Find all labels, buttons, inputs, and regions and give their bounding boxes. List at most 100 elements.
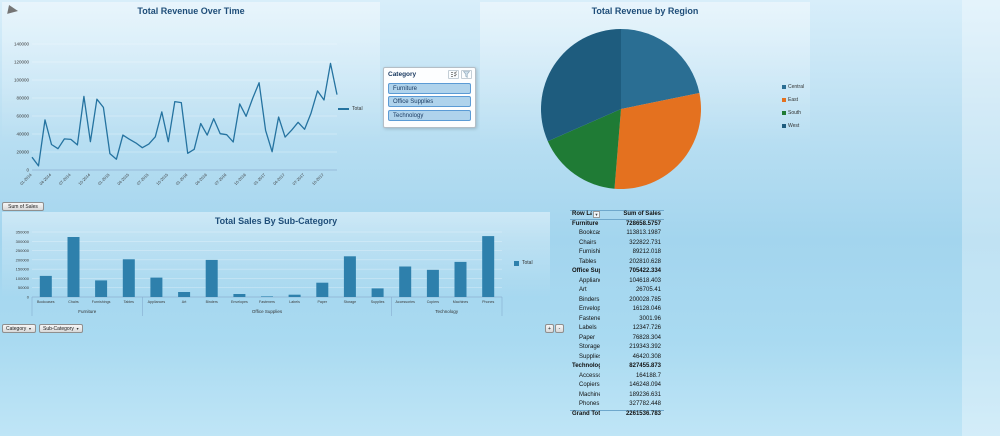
pivot-row[interactable]: Furniture 728658.5757 [570,220,664,230]
pivot-row-labels-header[interactable]: Row Labels ▼ [570,210,600,220]
pivot-row-label[interactable]: Grand Total [572,411,600,417]
pivot-row-value[interactable]: 327782.448 [629,401,661,407]
pivot-row-label[interactable]: Appliances [579,277,600,284]
subcategory-field-button[interactable]: Sub-Category ▼ [39,324,84,333]
bar-phones [482,236,495,297]
pivot-row[interactable]: Chairs 322822.731 [570,239,664,249]
pivot-row-label[interactable]: Paper [579,334,596,341]
pie-slice-east [614,93,702,189]
pivot-row-label[interactable]: Furniture [572,220,599,227]
clear-filter-icon[interactable] [461,70,472,79]
pivot-table: Row Labels ▼ Sum of Sales Furniture 7286… [570,210,664,419]
pivot-row[interactable]: Accessories 164188.7 [570,372,664,382]
svg-text:40000: 40000 [16,132,29,137]
collapse-field-button[interactable]: - [555,324,564,333]
pivot-row-label[interactable]: Envelopes [579,306,600,312]
pivot-row-value[interactable]: 164188.7 [635,372,661,379]
pivot-row[interactable]: Art 26705.41 [570,286,664,296]
pivot-row[interactable]: Technology 827455.873 [570,362,664,372]
pivot-row-value[interactable]: 705422.334 [629,268,661,274]
bar-storage [343,256,356,297]
category-field-button[interactable]: Category ▼ [2,324,36,333]
pivot-row-value[interactable]: 202810.628 [629,258,661,265]
pivot-row[interactable]: Envelopes 16128.046 [570,305,664,315]
legend-square-marker [514,260,519,266]
pivot-row[interactable]: Labels 12347.726 [570,324,664,334]
pivot-row[interactable]: Appliances 104618.403 [570,277,664,287]
pivot-row[interactable]: Supplies 46420.308 [570,353,664,363]
pivot-row-label[interactable]: Technology [572,363,600,369]
pie-chart[interactable]: Total Revenue by Region Central East Sou… [480,2,810,206]
pivot-row[interactable]: Paper 76828.304 [570,334,664,344]
pivot-row-label[interactable]: Office Supplies [572,268,600,274]
pivot-row-label[interactable]: Fasteners [579,315,600,322]
slicer-item[interactable]: Office Supplies [388,96,471,107]
bar-appliances [150,277,163,297]
total-line-series [31,62,338,167]
pivot-row-label[interactable]: Machines [579,391,600,398]
pivot-row[interactable]: Machines 189236.631 [570,391,664,401]
pivot-row-label[interactable]: Bookcases [579,230,600,236]
bar-supplies [371,288,384,297]
pivot-row-value[interactable]: 827455.873 [629,363,661,369]
pivot-row-value[interactable]: 219343.392 [629,344,661,350]
pivot-row-value[interactable]: 3001.96 [639,315,661,322]
pivot-row-value[interactable]: 16128.046 [632,306,661,312]
slicer-item[interactable]: Furniture [388,82,471,94]
svg-text:01-2015: 01-2015 [97,172,111,186]
pivot-row-value[interactable]: 76828.304 [632,334,661,341]
bar-art [178,292,191,297]
svg-text:07-2016: 07-2016 [213,172,227,186]
pivot-row-value[interactable]: 728658.5757 [625,220,661,227]
slicer-header: Category [384,68,475,80]
pivot-row-label[interactable]: Supplies [579,353,600,360]
pivot-row-label[interactable]: Copiers [579,382,600,388]
legend-label: Total [522,260,533,266]
bar-labels [288,294,301,297]
pivot-row-value[interactable]: 322822.731 [629,239,661,246]
pivot-row-value[interactable]: 200028.785 [629,296,661,303]
multi-select-icon[interactable] [448,70,459,79]
expand-field-button[interactable]: + [545,324,554,333]
slicer-item[interactable]: Technology [388,109,471,121]
pivot-row-label[interactable]: Binders [579,296,600,303]
pivot-row-value[interactable]: 26705.41 [635,287,661,293]
pivot-row[interactable]: Fasteners 3001.96 [570,315,664,325]
pivot-row-value[interactable]: 46420.308 [632,353,661,360]
pivot-row-label[interactable]: Art [579,287,587,293]
filter-dropdown-icon[interactable]: ▼ [593,211,600,219]
svg-text:Storage: Storage [344,300,357,304]
pivot-row-value[interactable]: 2261536.783 [625,411,661,417]
pivot-row-value[interactable]: 104618.403 [629,277,661,284]
pivot-row[interactable]: Copiers 146248.094 [570,381,664,391]
pivot-row-value[interactable]: 146248.094 [629,382,661,388]
pivot-row[interactable]: Phones 327782.448 [570,400,664,410]
pivot-row[interactable]: Binders 200028.785 [570,296,664,306]
bar-tables [122,259,135,297]
sum-of-sales-field-button[interactable]: Sum of Sales [2,202,44,211]
pivot-row[interactable]: Storage 219343.392 [570,343,664,353]
pivot-row[interactable]: Bookcases 113813.1987 [570,229,664,239]
pivot-row-value[interactable]: 189236.631 [629,391,661,398]
line-chart[interactable]: Total Revenue Over Time 0 20000 40000 60000… [2,2,380,202]
bar-chart[interactable]: Total Sales By Sub-Category 0 50000 100000… [2,212,550,334]
pivot-row-label[interactable]: Labels [579,325,597,331]
pivot-row-label[interactable]: Furnishings [579,249,600,255]
pivot-row-value[interactable]: 113813.1987 [626,230,661,236]
pivot-row[interactable]: Furnishings 89212.018 [570,248,664,258]
pivot-row-label[interactable]: Phones [579,401,600,407]
pivot-row[interactable]: Grand Total 2261536.783 [570,409,664,420]
pivot-row-value[interactable]: 12347.726 [632,325,661,331]
pivot-row-label[interactable]: Tables [579,258,597,265]
pivot-row[interactable]: Tables 202810.628 [570,258,664,268]
svg-text:04-2015: 04-2015 [116,172,130,186]
pivot-row-label[interactable]: Chairs [579,239,597,246]
pie-chart-title: Total Revenue by Region [591,6,699,16]
pivot-row-label[interactable]: Accessories [579,372,600,379]
pivot-row-label[interactable]: Storage [579,344,600,350]
pivot-row[interactable]: Office Supplies 705422.334 [570,267,664,277]
svg-text:Tables: Tables [124,300,135,304]
pivot-row-value[interactable]: 89212.018 [632,249,661,255]
pivot-values-header[interactable]: Sum of Sales [623,211,661,217]
legend-color-marker [782,85,786,89]
